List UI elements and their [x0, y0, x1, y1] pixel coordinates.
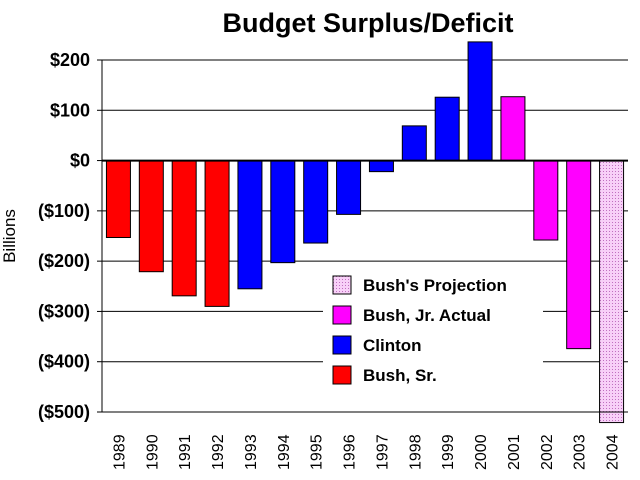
- bar-2002: [533, 160, 559, 241]
- x-tick-label: 1994: [276, 434, 293, 470]
- bar-1989: [105, 160, 131, 239]
- x-tick-label: 1995: [309, 434, 326, 470]
- x-tick-label: 1991: [177, 434, 194, 470]
- x-tick-label: 1992: [210, 434, 227, 470]
- bar-1999: [434, 96, 460, 162]
- bar-1997: [368, 160, 394, 173]
- bar-1990: [138, 160, 164, 273]
- x-tick-labels: 1989 1990 1991 1992 1993 1994 1995 1996 1997 1998…: [111, 434, 621, 470]
- y-tick-label: ($100): [38, 201, 90, 221]
- bar-2004: [599, 160, 625, 424]
- legend: Bush's Projection Bush, Jr. Actual Clinton…: [323, 267, 543, 393]
- bar-1998: [401, 125, 427, 162]
- y-tick-labels: $200 $100 $0 ($100) ($200) ($300) ($400) ($500): [38, 50, 90, 422]
- legend-box: [323, 267, 543, 393]
- x-tick-label: 1999: [440, 434, 457, 470]
- y-tick-label: $100: [50, 100, 90, 120]
- bar-2001: [500, 96, 526, 162]
- x-tick-label: 2004: [605, 434, 622, 470]
- bar-1992: [204, 160, 230, 307]
- x-tick-label: 1996: [342, 434, 359, 470]
- y-tick-label: ($500): [38, 402, 90, 422]
- chart-title: Budget Surplus/Deficit: [222, 8, 513, 38]
- x-tick-label: 2003: [572, 434, 589, 470]
- legend-swatch: [332, 335, 352, 355]
- bars: [105, 41, 625, 424]
- x-tick-label: 1997: [374, 434, 391, 470]
- x-tick-label: 1989: [111, 434, 128, 470]
- bar-1995: [303, 160, 329, 244]
- bar-1993: [237, 160, 263, 290]
- bar-2003: [566, 160, 592, 350]
- x-tick-label: 2001: [506, 434, 523, 470]
- legend-swatch: [332, 365, 352, 385]
- x-tick-label: 1990: [144, 434, 161, 470]
- x-tick-label: 2002: [539, 434, 556, 470]
- y-tick-label: ($400): [38, 352, 90, 372]
- axes: [97, 59, 628, 413]
- y-tick-label: ($200): [38, 251, 90, 271]
- legend-swatch: [332, 305, 352, 325]
- y-tick-label: $0: [70, 151, 90, 171]
- bar-1996: [336, 160, 362, 215]
- bar-1991: [171, 160, 197, 297]
- bar-2000: [467, 41, 493, 162]
- legend-label: Bush, Jr. Actual: [363, 306, 491, 325]
- legend-label: Clinton: [363, 336, 422, 355]
- legend-swatch: [332, 275, 352, 295]
- y-axis-label: Billions: [0, 209, 19, 263]
- legend-label: Bush, Sr.: [363, 366, 437, 385]
- x-tick-label: 1993: [243, 434, 260, 470]
- x-tick-label: 2000: [473, 434, 490, 470]
- bar-1994: [270, 160, 296, 264]
- y-tick-label: ($300): [38, 301, 90, 321]
- y-tick-label: $200: [50, 50, 90, 70]
- legend-label: Bush's Projection: [363, 276, 507, 295]
- x-tick-label: 1998: [407, 434, 424, 470]
